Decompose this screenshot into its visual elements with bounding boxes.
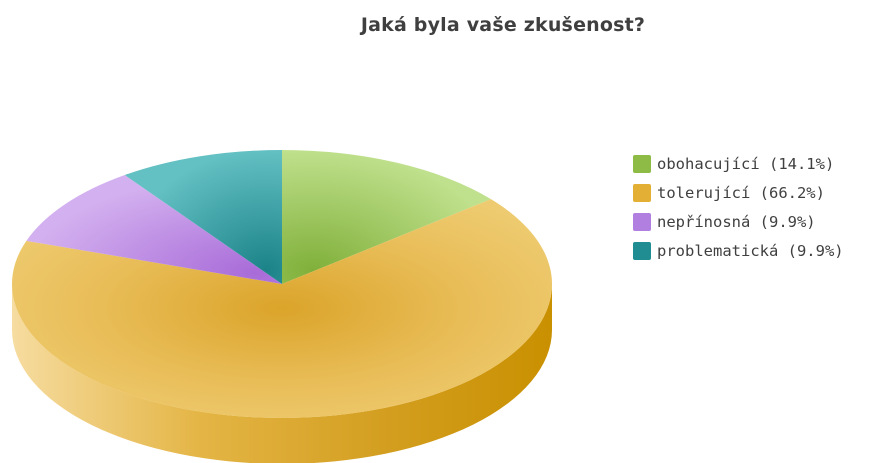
legend-swatch (633, 155, 651, 173)
legend: obohacující (14.1%) tolerující (66.2%) n… (633, 149, 844, 265)
legend-label: tolerující (66.2%) (657, 184, 825, 202)
legend-item-neprinosna: nepřínosná (9.9%) (633, 207, 844, 236)
legend-item-problematicka: problematická (9.9%) (633, 236, 844, 265)
legend-swatch (633, 242, 651, 260)
legend-swatch (633, 184, 651, 202)
legend-label: nepřínosná (9.9%) (657, 213, 816, 231)
pie-top (12, 150, 552, 418)
legend-item-tolerujici: tolerující (66.2%) (633, 178, 844, 207)
legend-label: obohacující (14.1%) (657, 155, 834, 173)
legend-label: problematická (9.9%) (657, 242, 844, 260)
legend-item-obohacujici: obohacující (14.1%) (633, 149, 844, 178)
legend-swatch (633, 213, 651, 231)
